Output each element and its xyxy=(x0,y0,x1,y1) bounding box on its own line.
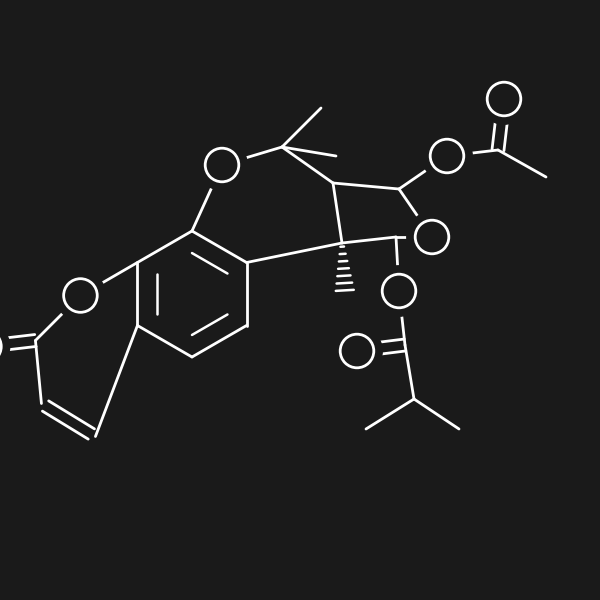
Circle shape xyxy=(205,148,239,182)
Circle shape xyxy=(64,278,97,312)
Circle shape xyxy=(374,266,424,316)
Circle shape xyxy=(407,212,457,262)
Circle shape xyxy=(0,329,1,363)
Circle shape xyxy=(0,321,10,371)
Circle shape xyxy=(340,334,374,368)
Circle shape xyxy=(430,139,464,173)
Circle shape xyxy=(55,270,106,320)
Circle shape xyxy=(487,82,521,116)
Circle shape xyxy=(332,326,382,376)
Circle shape xyxy=(422,131,472,181)
Circle shape xyxy=(415,220,449,254)
Circle shape xyxy=(382,274,416,308)
Circle shape xyxy=(479,74,529,124)
Circle shape xyxy=(197,140,247,190)
